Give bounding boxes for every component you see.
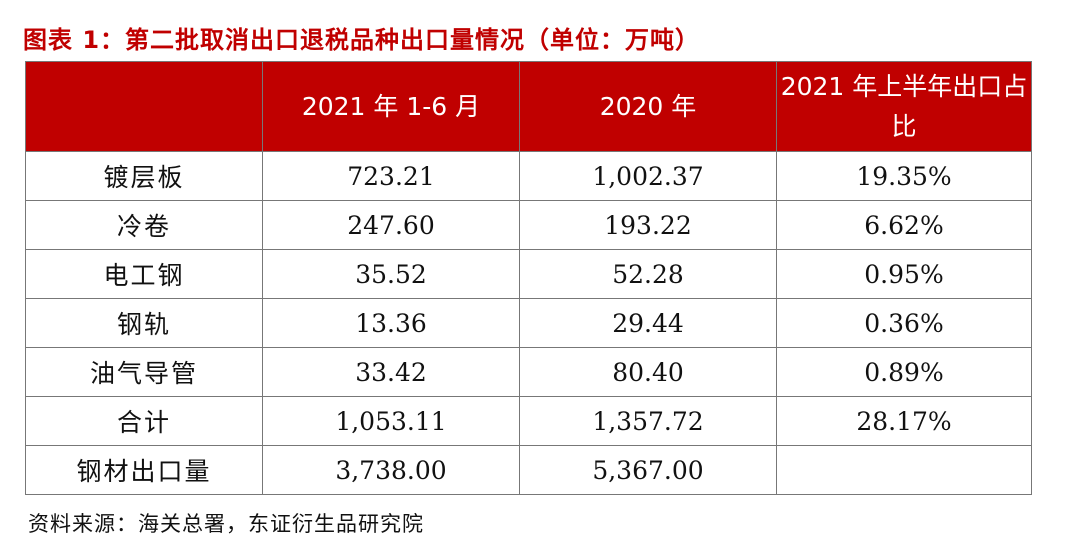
value-2021-h1: 33.42 <box>262 347 520 397</box>
value-share: 6.62% <box>776 200 1032 250</box>
value-2021-h1: 1,053.11 <box>262 396 520 446</box>
value-share: 0.89% <box>776 347 1032 397</box>
value-2020: 1,357.72 <box>519 396 777 446</box>
row-label: 冷卷 <box>25 200 263 250</box>
header-product <box>25 61 263 152</box>
value-share <box>776 445 1032 495</box>
value-2020: 5,367.00 <box>519 445 777 495</box>
value-2020: 52.28 <box>519 249 777 299</box>
value-2020: 193.22 <box>519 200 777 250</box>
value-share: 0.95% <box>776 249 1032 299</box>
table-row: 钢材出口量 3,738.00 5,367.00 <box>25 445 1032 495</box>
row-label: 合计 <box>25 396 263 446</box>
value-2021-h1: 13.36 <box>262 298 520 348</box>
row-label: 电工钢 <box>25 249 263 299</box>
value-2021-h1: 35.52 <box>262 249 520 299</box>
value-2020: 1,002.37 <box>519 151 777 201</box>
table-row: 钢轨 13.36 29.44 0.36% <box>25 298 1032 348</box>
value-2020: 80.40 <box>519 347 777 397</box>
figure-caption: 图表 1：第二批取消出口退税品种出口量情况（单位：万吨） <box>23 26 701 54</box>
value-2021-h1: 3,738.00 <box>262 445 520 495</box>
table-row: 冷卷 247.60 193.22 6.62% <box>25 200 1032 250</box>
table-row: 油气导管 33.42 80.40 0.89% <box>25 347 1032 397</box>
value-share: 28.17% <box>776 396 1032 446</box>
value-share: 0.36% <box>776 298 1032 348</box>
row-label: 油气导管 <box>25 347 263 397</box>
header-2020: 2020 年 <box>519 61 777 152</box>
table-row: 镀层板 723.21 1,002.37 19.35% <box>25 151 1032 201</box>
header-2021-h1: 2021 年 1-6 月 <box>262 61 520 152</box>
row-label: 钢材出口量 <box>25 445 263 495</box>
export-volume-table: 2021 年 1-6 月 2020 年 2021 年上半年出口占比 镀层板 72… <box>25 61 1032 495</box>
table-row: 电工钢 35.52 52.28 0.95% <box>25 249 1032 299</box>
value-2021-h1: 247.60 <box>262 200 520 250</box>
value-2020: 29.44 <box>519 298 777 348</box>
table-header-row: 2021 年 1-6 月 2020 年 2021 年上半年出口占比 <box>25 61 1032 152</box>
source-note: 资料来源：海关总署，东证衍生品研究院 <box>28 512 424 536</box>
row-label: 钢轨 <box>25 298 263 348</box>
value-2021-h1: 723.21 <box>262 151 520 201</box>
row-label: 镀层板 <box>25 151 263 201</box>
table-row: 合计 1,053.11 1,357.72 28.17% <box>25 396 1032 446</box>
header-share: 2021 年上半年出口占比 <box>776 61 1032 152</box>
value-share: 19.35% <box>776 151 1032 201</box>
